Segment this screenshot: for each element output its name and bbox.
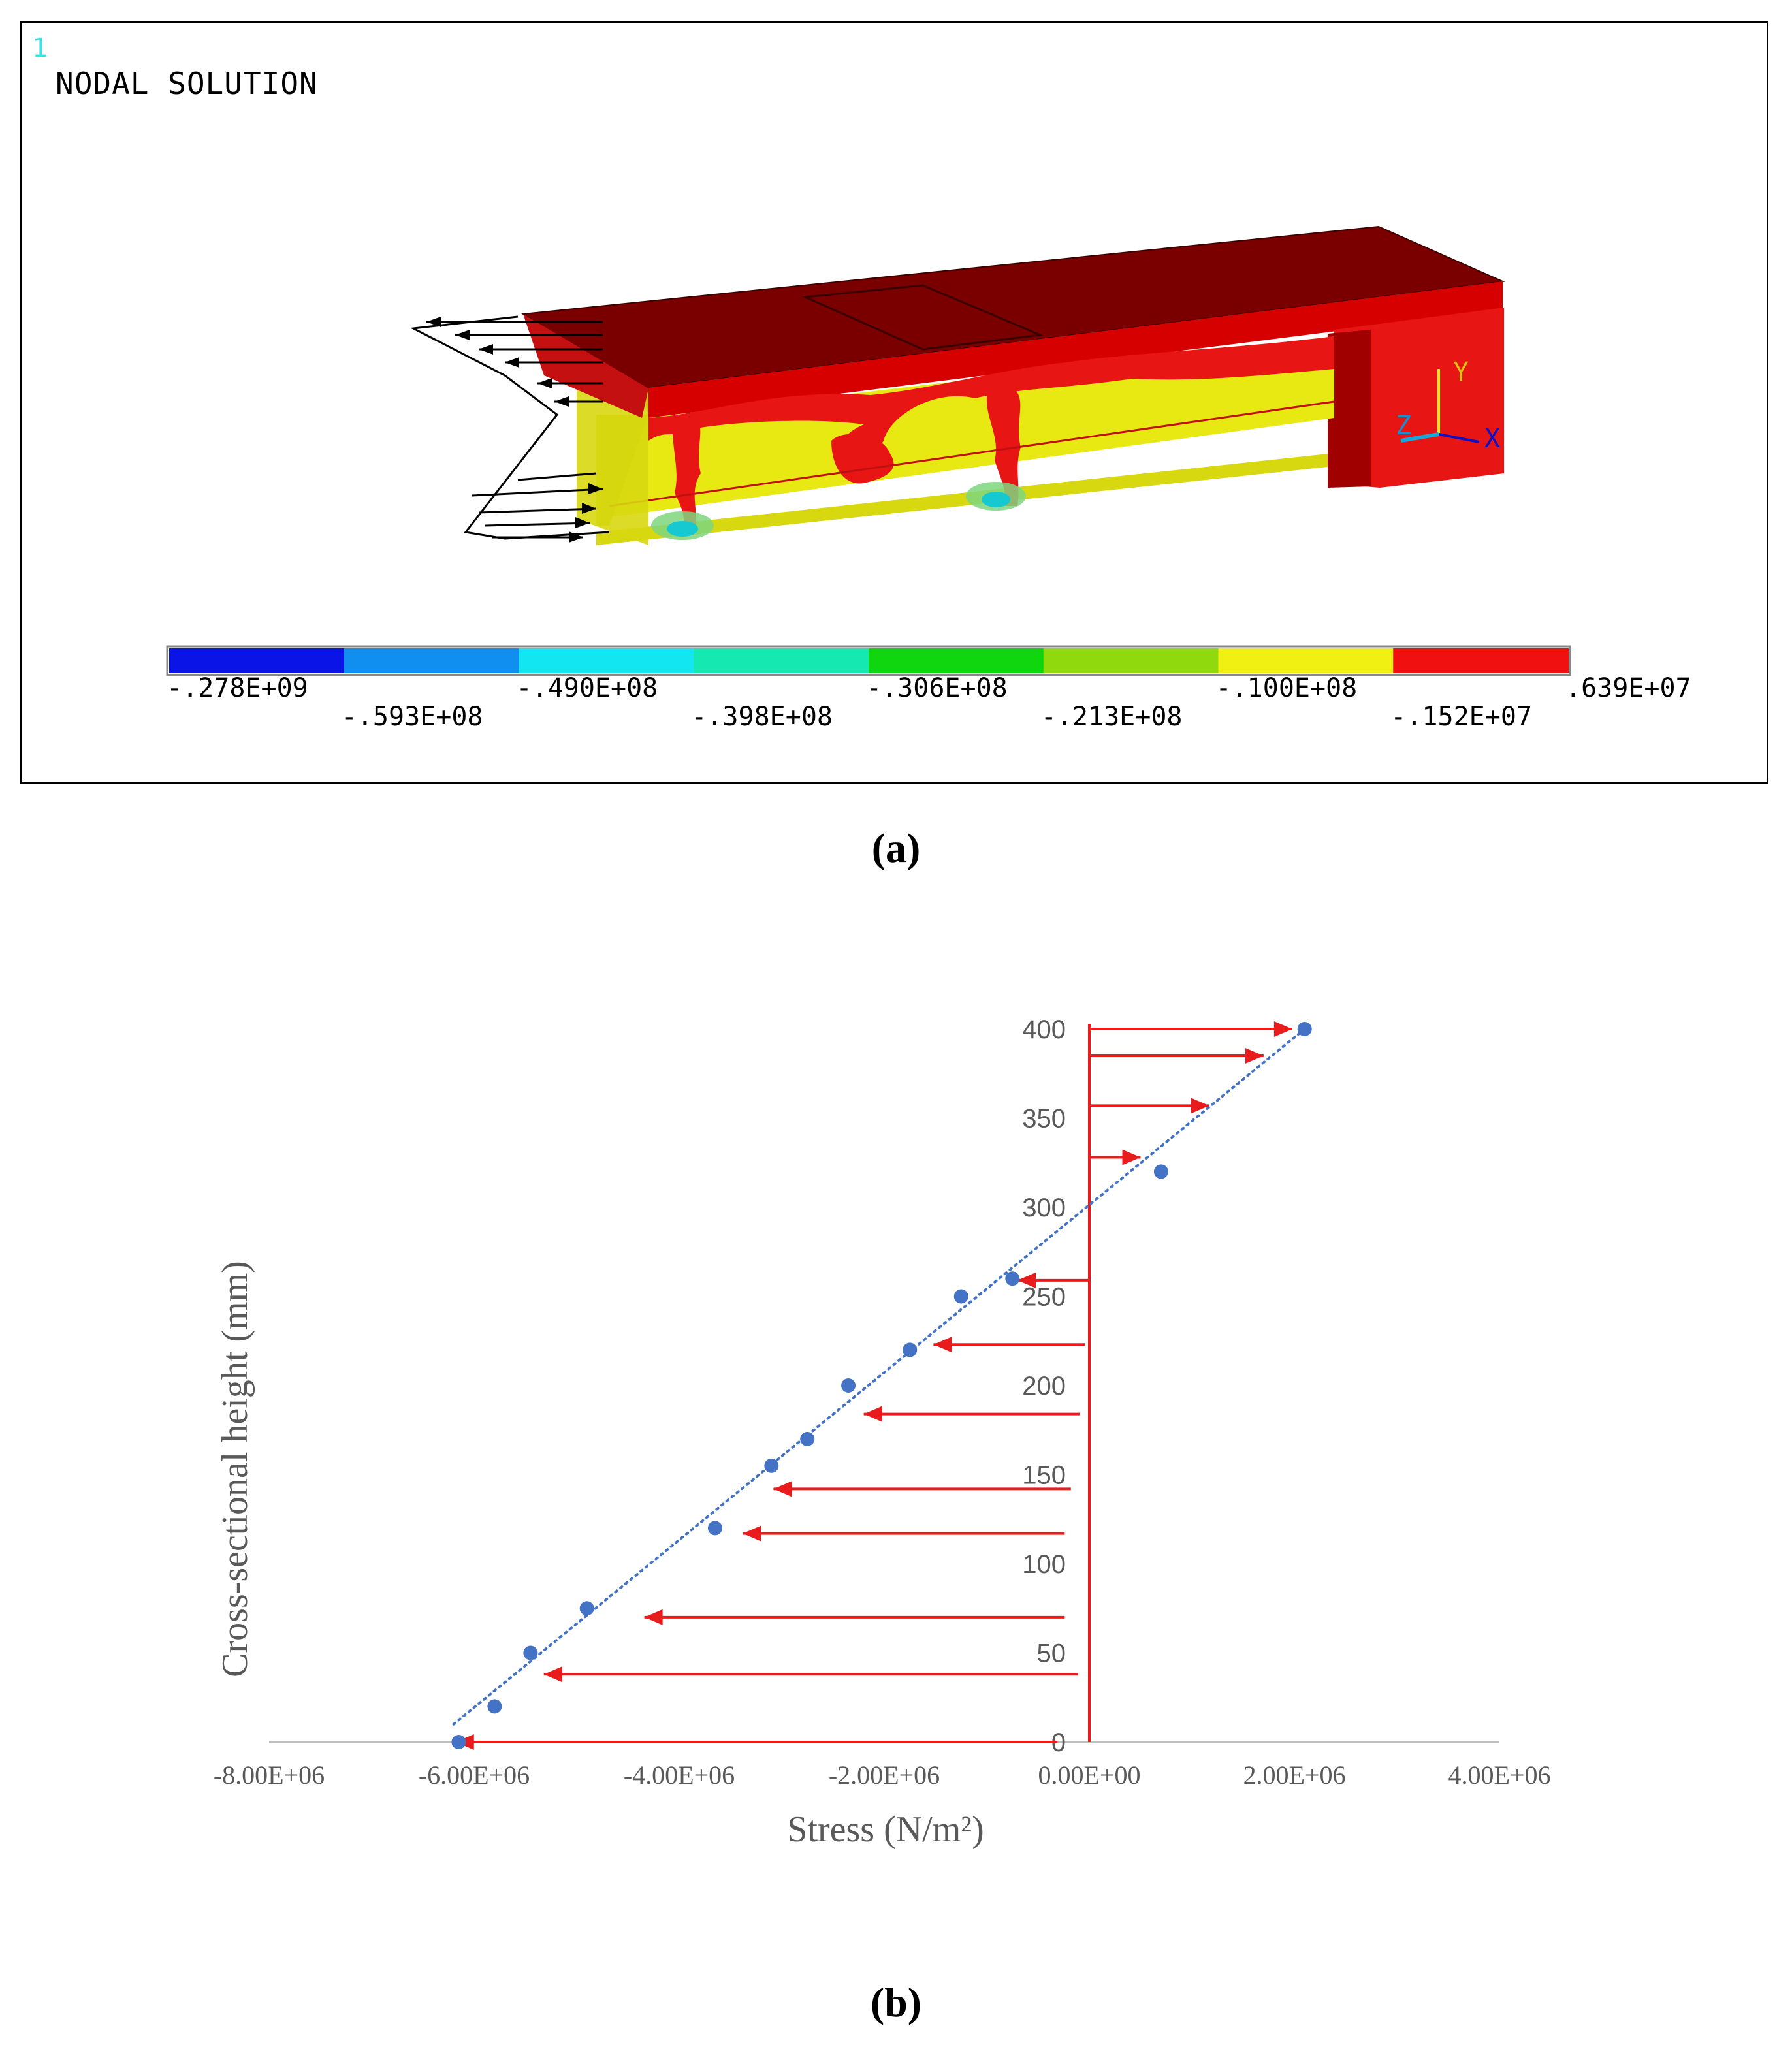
x-tick-label: -6.00E+06 <box>419 1760 530 1790</box>
data-point <box>903 1342 918 1357</box>
x-tick-label: 2.00E+06 <box>1243 1760 1346 1790</box>
stress-arrowhead <box>933 1337 952 1353</box>
beam-contour-plot: Y Z X -.278E+09 -.490E+08 -.306E+08 -.100E+… <box>166 225 1691 732</box>
stress-diagram-arrows <box>409 315 610 540</box>
caption-a: (a) <box>871 825 921 871</box>
y-tick-label: 300 <box>1022 1194 1066 1222</box>
axis-triad-icon: Y Z X <box>1396 357 1500 454</box>
trendline <box>452 1028 1306 1726</box>
stress-height-chart: -8.00E+06 -6.00E+06 -4.00E+06 -2.00E+06 0.00… <box>214 1015 1551 1850</box>
y-tick-label: 50 <box>1037 1640 1066 1668</box>
axis-x-label: X <box>1484 424 1500 454</box>
y-tick-label: 200 <box>1022 1372 1066 1401</box>
data-point <box>523 1645 538 1660</box>
axis-z-label: Z <box>1396 411 1411 441</box>
x-tick-label: -2.00E+06 <box>829 1760 940 1790</box>
y-tick-label: 350 <box>1022 1105 1066 1133</box>
legend-swatch <box>694 648 869 673</box>
stress-arrowhead <box>644 1609 663 1625</box>
legend-swatch <box>1043 648 1219 673</box>
window-number: 1 <box>32 33 48 63</box>
stress-arrowhead <box>773 1481 792 1497</box>
data-point <box>800 1431 815 1446</box>
data-point <box>1005 1271 1020 1286</box>
x-tick-label: 4.00E+06 <box>1448 1760 1551 1790</box>
legend-swatch <box>1218 648 1394 673</box>
stress-arrowhead <box>743 1525 761 1542</box>
legend-swatch <box>869 648 1044 673</box>
stress-arrowhead <box>1191 1098 1209 1114</box>
caption-b: (b) <box>870 1979 922 2025</box>
legend-label: .639E+07 <box>1565 673 1691 703</box>
y-tick-label: 0 <box>1051 1728 1066 1757</box>
stress-arrowhead <box>1122 1149 1141 1165</box>
data-point <box>1297 1022 1312 1036</box>
data-point <box>579 1601 594 1616</box>
y-axis-title: Cross-sectional height (mm) <box>215 1261 255 1677</box>
legend-label: -.100E+08 <box>1216 673 1358 703</box>
y-tick-label: 150 <box>1022 1461 1066 1490</box>
y-tick-label: 400 <box>1022 1015 1066 1044</box>
legend-label: -.490E+08 <box>517 673 658 703</box>
y-tick-label: 250 <box>1022 1283 1066 1312</box>
data-point <box>764 1458 779 1473</box>
stress-arrowhead <box>863 1406 882 1422</box>
data-point <box>707 1521 722 1536</box>
data-point <box>841 1378 856 1393</box>
data-point <box>953 1289 968 1304</box>
nodal-solution-title: NODAL SOLUTION <box>56 66 318 101</box>
chart-plot-area: -8.00E+06 -6.00E+06 -4.00E+06 -2.00E+06 0.00… <box>214 1015 1551 1850</box>
contour-legend: -.278E+09 -.490E+08 -.306E+08 -.100E+08 .639… <box>166 645 1691 732</box>
data-point <box>487 1699 502 1714</box>
data-point <box>451 1735 466 1749</box>
stress-arrowhead <box>1017 1272 1036 1288</box>
y-tick-label: 100 <box>1022 1550 1066 1579</box>
legend-label: -.306E+08 <box>866 673 1008 703</box>
legend-swatch <box>169 648 345 673</box>
legend-swatch <box>519 648 695 673</box>
x-tick-label: 0.00E+00 <box>1038 1760 1141 1790</box>
legend-label: -.398E+08 <box>691 702 833 732</box>
stress-arrowhead <box>1273 1021 1292 1037</box>
stress-arrowhead <box>543 1666 562 1683</box>
beam-3d-model <box>521 225 1505 545</box>
legend-label: -.213E+08 <box>1041 702 1183 732</box>
legend-label: -.278E+09 <box>167 673 308 703</box>
x-tick-label: -4.00E+06 <box>624 1760 735 1790</box>
axis-y-label: Y <box>1453 357 1469 387</box>
legend-swatch <box>344 648 520 673</box>
x-tick-label: -8.00E+06 <box>214 1760 325 1790</box>
stress-arrowhead <box>1245 1047 1264 1064</box>
x-axis-title: Stress (N/m²) <box>787 1809 984 1850</box>
legend-swatch <box>1393 648 1569 673</box>
data-point <box>1153 1164 1168 1179</box>
legend-label: -.152E+07 <box>1390 702 1532 732</box>
legend-label: -.593E+08 <box>342 702 483 732</box>
nodal-solution-panel: Y Z X -.278E+09 -.490E+08 -.306E+08 -.100E+… <box>20 21 1768 784</box>
